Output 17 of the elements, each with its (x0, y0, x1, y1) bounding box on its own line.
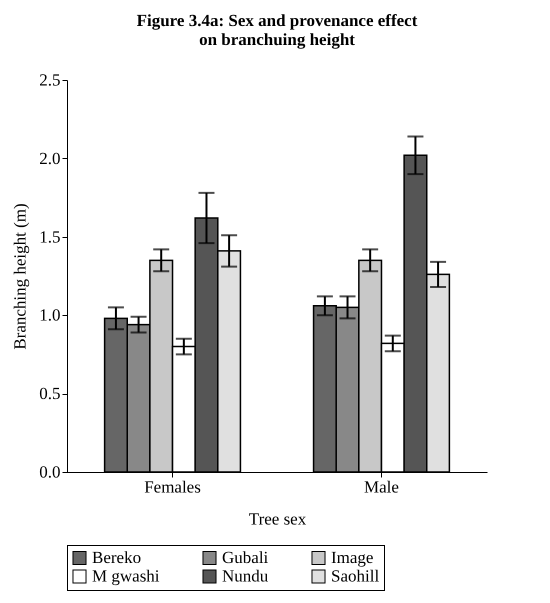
y-tick-label: 1.0 (39, 306, 60, 325)
legend-label: Gubali (222, 548, 269, 567)
legend-label: Image (331, 548, 374, 567)
y-tick-label: 2.5 (39, 70, 60, 90)
y-axis-title: Branching height (m) (10, 203, 30, 350)
legend-label: M gwashi (92, 566, 160, 586)
x-axis-title: Tree sex (248, 510, 307, 528)
x-tick-label: Male (364, 478, 399, 496)
legend-label: Nundu (222, 566, 269, 586)
y-tick-label: 1.5 (39, 227, 60, 246)
x-tick-label: Females (144, 478, 201, 496)
y-tick-label: 2.0 (39, 148, 60, 168)
y-tick-label: 0.0 (39, 462, 60, 482)
chart-title: Figure 3.4a: Sex and provenance effect on branchuing height (136, 11, 418, 49)
legend-label: Saohill (331, 566, 380, 586)
legend-label: Bereko (92, 548, 142, 567)
y-tick-label: 0.5 (39, 384, 60, 404)
